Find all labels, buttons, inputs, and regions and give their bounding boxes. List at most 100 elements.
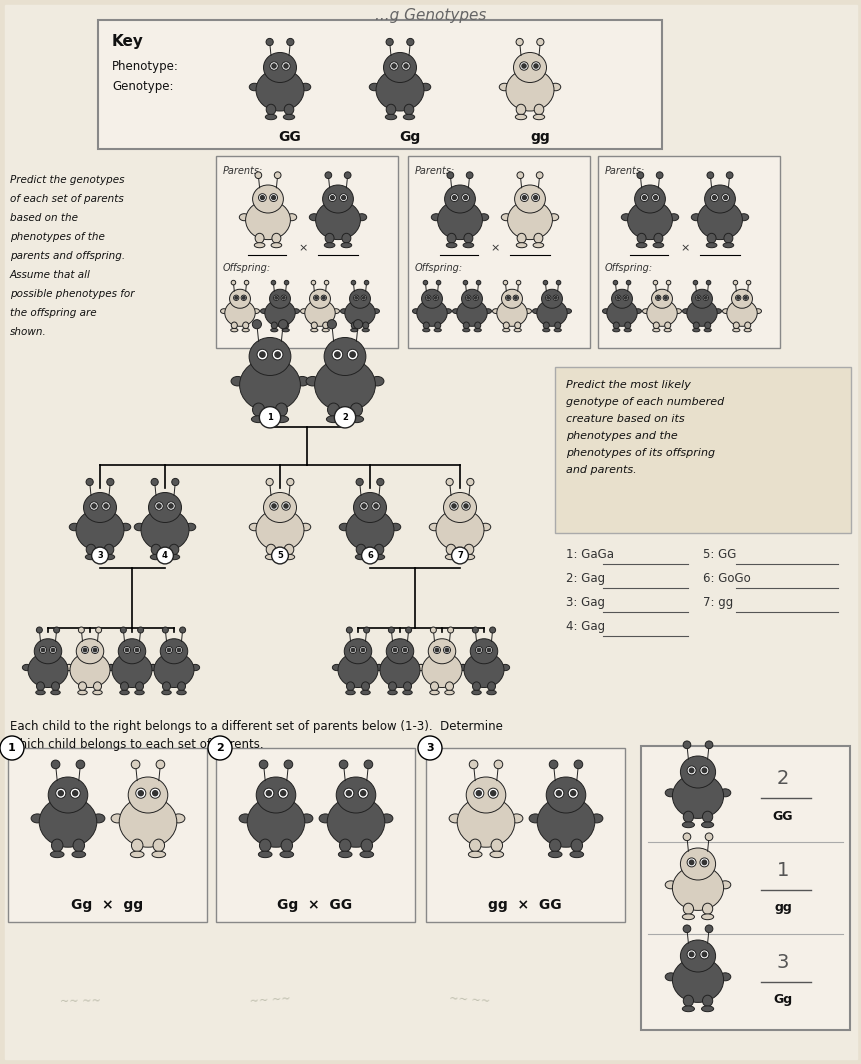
Circle shape [702,952,706,957]
Circle shape [546,297,549,299]
Circle shape [641,196,646,200]
FancyBboxPatch shape [216,156,398,348]
Ellipse shape [300,83,310,90]
Circle shape [233,295,238,300]
Text: phenotypes of the: phenotypes of the [10,232,105,242]
Ellipse shape [309,289,330,309]
Ellipse shape [284,104,294,115]
Circle shape [374,504,378,509]
Circle shape [353,319,362,329]
Ellipse shape [131,839,143,851]
Ellipse shape [420,83,430,90]
Circle shape [570,791,575,796]
Ellipse shape [627,200,672,239]
FancyBboxPatch shape [407,156,589,348]
Ellipse shape [470,638,497,664]
Ellipse shape [283,554,294,560]
Ellipse shape [514,322,520,329]
Ellipse shape [242,329,249,332]
Ellipse shape [462,322,468,329]
Ellipse shape [692,322,698,329]
Circle shape [56,788,65,798]
Ellipse shape [263,493,296,522]
Ellipse shape [256,509,304,551]
Ellipse shape [322,329,329,332]
Ellipse shape [446,243,456,248]
Circle shape [736,297,739,299]
Circle shape [393,648,396,652]
Ellipse shape [513,329,521,332]
FancyBboxPatch shape [598,156,779,348]
Ellipse shape [300,814,313,822]
Circle shape [426,297,429,299]
Circle shape [347,349,357,360]
Ellipse shape [76,638,103,664]
Circle shape [703,297,706,299]
Ellipse shape [503,322,509,329]
Ellipse shape [421,289,442,309]
Ellipse shape [428,638,455,664]
Ellipse shape [484,309,491,314]
Circle shape [503,280,507,285]
Ellipse shape [383,52,416,83]
Circle shape [121,627,127,633]
Circle shape [461,502,469,511]
Ellipse shape [549,83,561,90]
Ellipse shape [480,523,490,531]
Ellipse shape [239,214,249,220]
Circle shape [702,768,706,772]
Circle shape [489,627,495,633]
Circle shape [91,647,98,653]
Ellipse shape [342,233,350,243]
Ellipse shape [463,652,504,687]
FancyBboxPatch shape [641,746,849,1030]
Ellipse shape [353,493,386,522]
Circle shape [93,648,96,652]
Ellipse shape [270,243,282,248]
Circle shape [344,788,353,798]
Circle shape [742,295,747,300]
Ellipse shape [346,682,354,691]
Ellipse shape [325,233,334,243]
Circle shape [362,504,366,509]
Circle shape [179,627,185,633]
Circle shape [133,647,140,653]
Circle shape [157,547,173,564]
Ellipse shape [93,691,102,695]
Ellipse shape [719,972,730,981]
Ellipse shape [417,664,425,670]
Ellipse shape [134,691,144,695]
Ellipse shape [259,839,270,851]
Ellipse shape [265,554,276,560]
Ellipse shape [461,289,482,309]
Text: 7: 7 [456,551,462,560]
Circle shape [536,38,543,46]
Circle shape [705,280,710,285]
Text: 4: Gag: 4: Gag [566,620,604,633]
Circle shape [314,297,317,299]
Ellipse shape [437,200,482,239]
Ellipse shape [499,83,509,90]
Circle shape [155,502,163,511]
Ellipse shape [350,289,370,309]
Circle shape [682,741,690,749]
Circle shape [463,196,467,200]
Ellipse shape [554,329,561,332]
Ellipse shape [496,300,527,327]
Circle shape [476,280,480,285]
Text: creature based on its: creature based on its [566,414,684,423]
Ellipse shape [474,322,480,329]
Ellipse shape [375,69,424,111]
Ellipse shape [703,185,734,213]
Circle shape [171,479,179,485]
Text: gg  ×  GG: gg × GG [487,898,561,912]
Ellipse shape [533,114,544,120]
Circle shape [259,760,268,768]
Circle shape [135,788,146,798]
Ellipse shape [679,940,715,972]
Text: 5: 5 [276,551,282,560]
Circle shape [695,295,700,300]
Ellipse shape [151,545,161,554]
Circle shape [167,648,170,652]
Text: GG: GG [278,130,301,144]
